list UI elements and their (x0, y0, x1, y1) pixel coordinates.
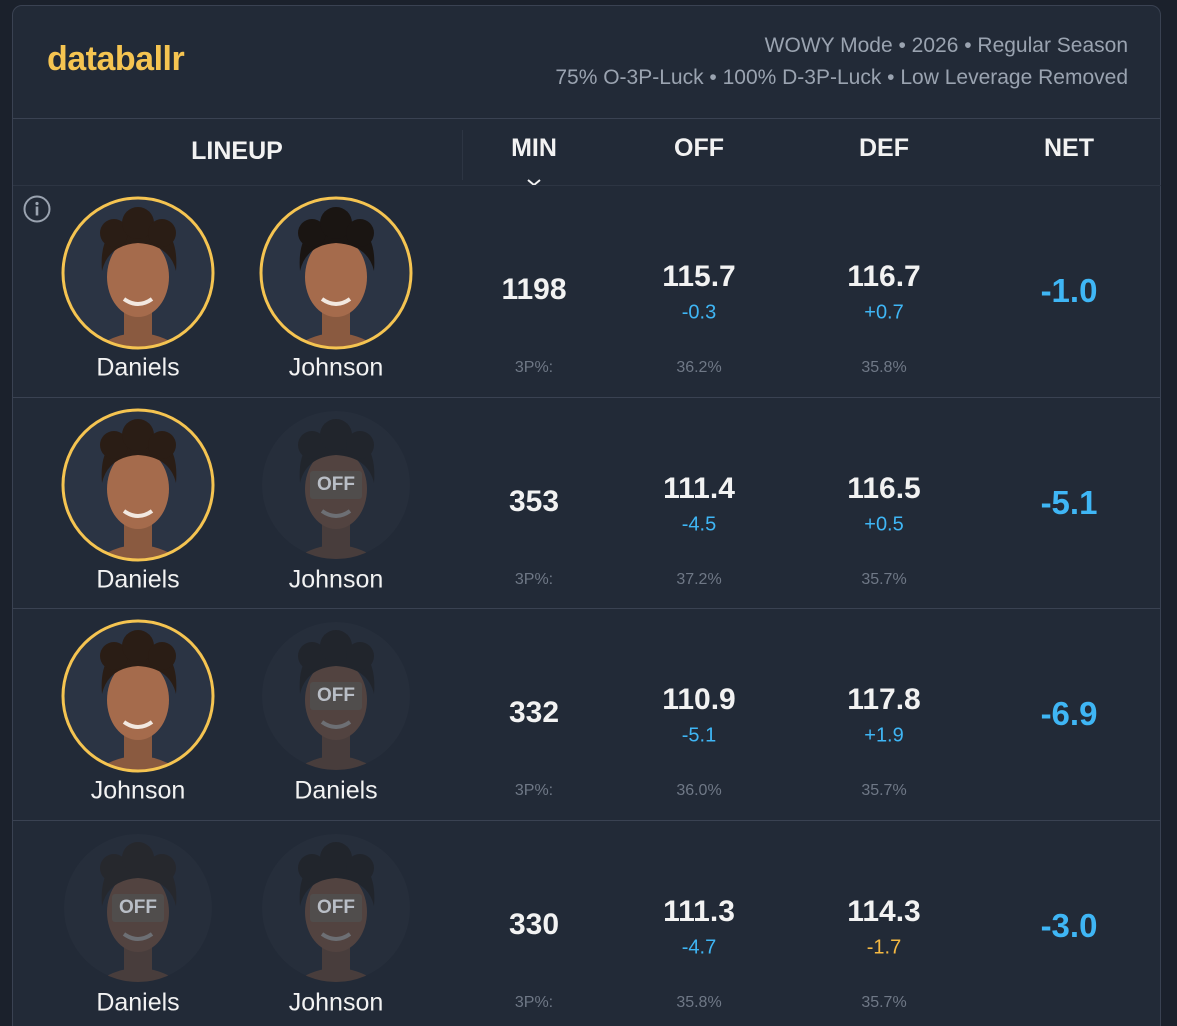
column-header[interactable]: NET (1044, 134, 1094, 162)
off-badge: OFF (310, 470, 362, 499)
player-name: Daniels (96, 565, 180, 593)
column-header[interactable]: LINEUP (191, 137, 283, 165)
three-pt-label: 3P%: (514, 570, 554, 588)
off-diff: -5.1 (681, 724, 717, 747)
off-diff: -0.3 (681, 301, 717, 324)
net-rating: -5.1 (1040, 483, 1098, 521)
divider (13, 118, 1161, 119)
off-badge: OFF (112, 893, 164, 922)
settings-line: 75% O-3P-Luck • 100% D-3P-Luck • Low Lev… (555, 66, 1128, 89)
off-3p: 36.0% (676, 782, 722, 799)
divider (13, 396, 1161, 398)
player-name: Johnson (288, 988, 384, 1016)
off-diff: -4.7 (681, 936, 717, 958)
player-name: Johnson (288, 565, 384, 593)
net-rating: -1.0 (1040, 272, 1098, 309)
player-name: Johnson (90, 776, 186, 805)
off-badge: OFF (310, 682, 362, 710)
minutes: 332 (508, 696, 560, 729)
def-rating: 117.8 (847, 683, 921, 716)
divider (13, 819, 1161, 821)
player-avatar[interactable] (256, 193, 416, 353)
player-name: Daniels (96, 353, 180, 382)
net-rating: -3.0 (1040, 906, 1098, 944)
divider (13, 185, 1161, 186)
def-3p: 35.8% (861, 359, 907, 376)
info-icon[interactable] (22, 195, 52, 225)
def-3p: 35.7% (861, 993, 907, 1011)
column-header[interactable]: OFF (674, 134, 724, 162)
column-header[interactable]: MIN (511, 134, 557, 162)
player-name: Johnson (288, 353, 384, 382)
divider (13, 608, 1161, 609)
def-rating: 114.3 (847, 894, 921, 928)
off-3p: 37.2% (676, 570, 722, 588)
three-pt-label: 3P%: (514, 782, 554, 799)
minutes: 330 (508, 907, 560, 941)
player-name: Daniels (294, 776, 378, 805)
off-rating: 111.3 (663, 894, 735, 928)
settings-line: WOWY Mode • 2026 • Regular Season (764, 34, 1128, 57)
off-badge: OFF (310, 893, 362, 922)
def-diff: +0.7 (864, 301, 904, 324)
minutes: 353 (508, 484, 560, 518)
off-3p: 35.8% (676, 993, 722, 1011)
column-header[interactable]: DEF (859, 134, 909, 162)
brand[interactable]: databallr (47, 40, 185, 78)
player-avatar[interactable] (58, 616, 218, 776)
def-3p: 35.7% (861, 782, 907, 799)
off-rating: 110.9 (662, 683, 736, 716)
net-rating: -6.9 (1040, 695, 1098, 732)
def-diff: -1.7 (866, 936, 902, 958)
player-avatar[interactable] (58, 193, 218, 353)
three-pt-label: 3P%: (514, 993, 554, 1011)
minutes: 1198 (501, 273, 567, 306)
divider (462, 130, 463, 180)
player-name: Daniels (96, 988, 180, 1016)
off-rating: 115.7 (662, 260, 736, 293)
off-3p: 36.2% (676, 359, 722, 376)
def-diff: +1.9 (864, 724, 904, 747)
off-rating: 111.4 (663, 471, 735, 505)
player-avatar[interactable] (58, 405, 218, 565)
def-3p: 35.7% (861, 570, 907, 588)
off-diff: -4.5 (681, 513, 717, 535)
sort-arrow[interactable] (526, 178, 542, 188)
def-rating: 116.5 (847, 471, 921, 505)
three-pt-label: 3P%: (514, 359, 554, 376)
def-rating: 116.7 (847, 260, 921, 293)
def-diff: +0.5 (864, 513, 904, 535)
